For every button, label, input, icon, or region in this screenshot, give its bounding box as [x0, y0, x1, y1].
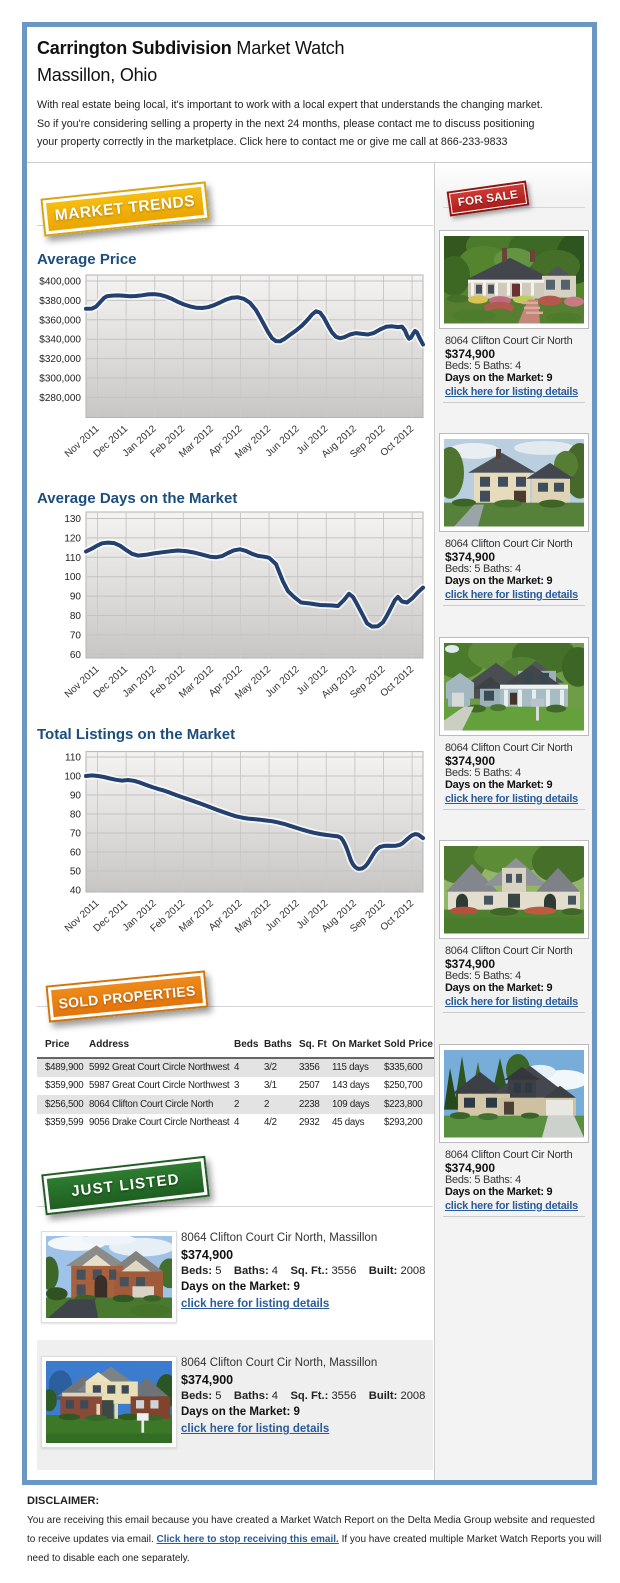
svg-text:100: 100: [64, 772, 81, 783]
svg-text:40: 40: [70, 886, 82, 897]
svg-text:60: 60: [70, 650, 82, 661]
svg-text:$400,000: $400,000: [39, 277, 81, 288]
svg-text:70: 70: [70, 829, 82, 840]
svg-text:80: 80: [70, 611, 82, 622]
svg-text:50: 50: [70, 867, 82, 878]
svg-text:$280,000: $280,000: [39, 393, 81, 404]
svg-text:60: 60: [70, 848, 82, 859]
svg-text:$380,000: $380,000: [39, 296, 81, 307]
svg-text:110: 110: [65, 753, 81, 764]
svg-text:$320,000: $320,000: [39, 354, 81, 365]
svg-text:$340,000: $340,000: [39, 335, 81, 346]
svg-text:80: 80: [70, 810, 82, 821]
svg-text:100: 100: [64, 572, 81, 583]
svg-text:$360,000: $360,000: [39, 315, 81, 326]
svg-text:90: 90: [70, 791, 82, 802]
svg-text:90: 90: [70, 592, 82, 603]
svg-text:$300,000: $300,000: [39, 374, 81, 385]
svg-text:70: 70: [70, 630, 82, 641]
svg-text:110: 110: [65, 553, 81, 564]
svg-text:120: 120: [64, 533, 81, 544]
svg-text:130: 130: [64, 514, 81, 525]
